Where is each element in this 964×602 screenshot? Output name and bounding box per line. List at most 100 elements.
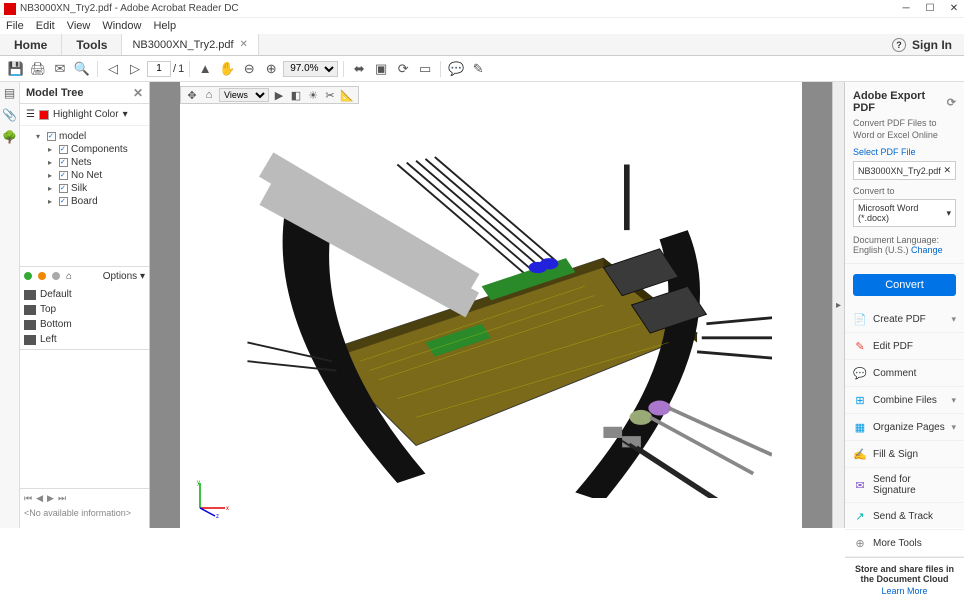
hand-icon[interactable]: ✋ [217, 59, 237, 79]
thumbnails-icon[interactable]: ▤ [3, 86, 17, 100]
comment-icon[interactable]: 💬 [446, 59, 466, 79]
refresh-icon[interactable]: ⟳ [947, 96, 956, 109]
format-select[interactable]: Microsoft Word (*.docx) ▾ [853, 199, 956, 227]
3d-views-select[interactable]: Views [219, 88, 269, 102]
tree-item[interactable]: ▸ Nets [24, 156, 145, 169]
3d-home-icon[interactable]: ⌂ [202, 88, 216, 102]
page-sep: / [173, 63, 176, 75]
expand-icon[interactable]: ▸ [48, 184, 56, 193]
expand-icon[interactable]: ▸ [48, 158, 56, 167]
checkbox-icon[interactable] [59, 197, 68, 206]
panel-close-icon[interactable]: ✕ [133, 86, 143, 100]
selected-file-box[interactable]: NB3000XN_Try2.pdf ✕ [853, 161, 956, 180]
3d-cross-icon[interactable]: ✂ [323, 88, 337, 102]
read-mode-icon[interactable]: ▭ [415, 59, 435, 79]
menu-view[interactable]: View [67, 20, 91, 32]
save-icon[interactable]: 💾 [6, 59, 26, 79]
menu-help[interactable]: Help [153, 20, 176, 32]
close-tab-icon[interactable]: ✕ [240, 39, 248, 50]
search-icon[interactable]: 🔍 [72, 59, 92, 79]
pointer-icon[interactable]: ▲ [195, 59, 215, 79]
highlight-color-row[interactable]: ☰ Highlight Color ▾ [20, 104, 149, 126]
view-item[interactable]: Left [24, 332, 145, 347]
tree-label: No Net [71, 170, 102, 181]
tree-item[interactable]: ▸Components [24, 143, 145, 156]
change-lang-link[interactable]: Change [911, 245, 943, 255]
minimize-button[interactable]: ─ [900, 3, 912, 15]
document-tab[interactable]: NB3000XN_Try2.pdf ✕ [122, 34, 258, 55]
rotate-icon[interactable]: ⟳ [393, 59, 413, 79]
close-window-button[interactable]: ✕ [948, 3, 960, 15]
3d-light-icon[interactable]: ☀ [306, 88, 320, 102]
prev-page-icon[interactable]: ◁ [103, 59, 123, 79]
3d-model-render[interactable] [210, 112, 772, 498]
zoom-select[interactable]: 97.0% [283, 61, 338, 77]
3d-nav-icon[interactable]: ✥ [185, 88, 199, 102]
nav-first-icon[interactable]: ⏮ [24, 493, 32, 504]
collapse-icon[interactable]: ▾ [36, 132, 44, 141]
3d-render-icon[interactable]: ◧ [289, 88, 303, 102]
nav-ball-3[interactable] [52, 272, 60, 280]
clear-file-icon[interactable]: ✕ [943, 165, 951, 176]
attachments-icon[interactable]: 📎 [3, 108, 17, 122]
3d-measure-icon[interactable]: 📐 [340, 88, 354, 102]
expand-icon[interactable]: ▸ [48, 197, 56, 206]
menu-file[interactable]: File [6, 20, 24, 32]
document-canvas[interactable]: ✥ ⌂ Views ▶ ◧ ☀ ✂ 📐 [150, 82, 832, 528]
tab-home[interactable]: Home [0, 34, 62, 55]
checkbox-icon[interactable] [59, 171, 68, 180]
tree-label: Nets [71, 157, 92, 168]
model-tree-icon[interactable]: 🌳 [3, 130, 17, 144]
view-item[interactable]: Bottom [24, 317, 145, 332]
fit-page-icon[interactable]: ▣ [371, 59, 391, 79]
tab-tools[interactable]: Tools [62, 34, 122, 55]
tool-item[interactable]: ✎Edit PDF [845, 333, 964, 360]
view-item[interactable]: Top [24, 302, 145, 317]
zoom-out-icon[interactable]: ⊖ [239, 59, 259, 79]
help-icon[interactable]: ? [892, 38, 906, 52]
tool-item[interactable]: 📄Create PDF▾ [845, 306, 964, 333]
next-page-icon[interactable]: ▷ [125, 59, 145, 79]
checkbox-icon[interactable] [59, 158, 68, 167]
nav-ball-1[interactable] [24, 272, 32, 280]
select-file-link[interactable]: Select PDF File [853, 147, 956, 157]
print-icon[interactable]: 🖨 [28, 59, 48, 79]
tool-item[interactable]: 💬Comment [845, 360, 964, 387]
options-dropdown[interactable]: Options ▾ [103, 271, 145, 282]
zoom-in-icon[interactable]: ⊕ [261, 59, 281, 79]
collapse-right-panel[interactable]: ▸ [832, 82, 844, 528]
main-toolbar: 💾 🖨 ✉ 🔍 ◁ ▷ / 1 ▲ ✋ ⊖ ⊕ 97.0% ⬌ ▣ ⟳ ▭ 💬 … [0, 56, 964, 82]
tool-item[interactable]: ✉Send for Signature [845, 468, 964, 503]
page-number-input[interactable] [147, 61, 171, 77]
tool-item[interactable]: ⊕More Tools [845, 530, 964, 557]
convert-button[interactable]: Convert [853, 274, 956, 296]
tree-item[interactable]: ▸Board [24, 195, 145, 208]
checkbox-icon[interactable] [47, 132, 56, 141]
checkbox-icon[interactable] [59, 184, 68, 193]
nav-next-icon[interactable]: ▶ [47, 493, 54, 504]
tool-item[interactable]: ▦Organize Pages▾ [845, 414, 964, 441]
highlight-icon[interactable]: ✎ [468, 59, 488, 79]
expand-icon[interactable]: ▸ [48, 145, 56, 154]
fit-width-icon[interactable]: ⬌ [349, 59, 369, 79]
learn-more-link[interactable]: Learn More [851, 586, 958, 596]
mail-icon[interactable]: ✉ [50, 59, 70, 79]
home-icon[interactable]: ⌂ [66, 271, 72, 282]
menu-window[interactable]: Window [102, 20, 141, 32]
nav-prev-icon[interactable]: ◀ [36, 493, 43, 504]
tool-item[interactable]: ⊞Combine Files▾ [845, 387, 964, 414]
expand-icon[interactable]: ▸ [48, 171, 56, 180]
tree-item[interactable]: ▸Silk [24, 182, 145, 195]
nav-ball-2[interactable] [38, 272, 46, 280]
nav-last-icon[interactable]: ⏭ [58, 493, 66, 504]
3d-play-icon[interactable]: ▶ [272, 88, 286, 102]
tree-item[interactable]: ▸ No Net [24, 169, 145, 182]
menu-edit[interactable]: Edit [36, 20, 55, 32]
maximize-button[interactable]: ☐ [924, 3, 936, 15]
tree-root[interactable]: ▾ model [24, 130, 145, 143]
checkbox-icon[interactable] [59, 145, 68, 154]
tool-item[interactable]: ✍Fill & Sign [845, 441, 964, 468]
tool-item[interactable]: ↗Send & Track [845, 503, 964, 530]
view-item[interactable]: Default [24, 287, 145, 302]
sign-in-link[interactable]: Sign In [912, 38, 952, 52]
